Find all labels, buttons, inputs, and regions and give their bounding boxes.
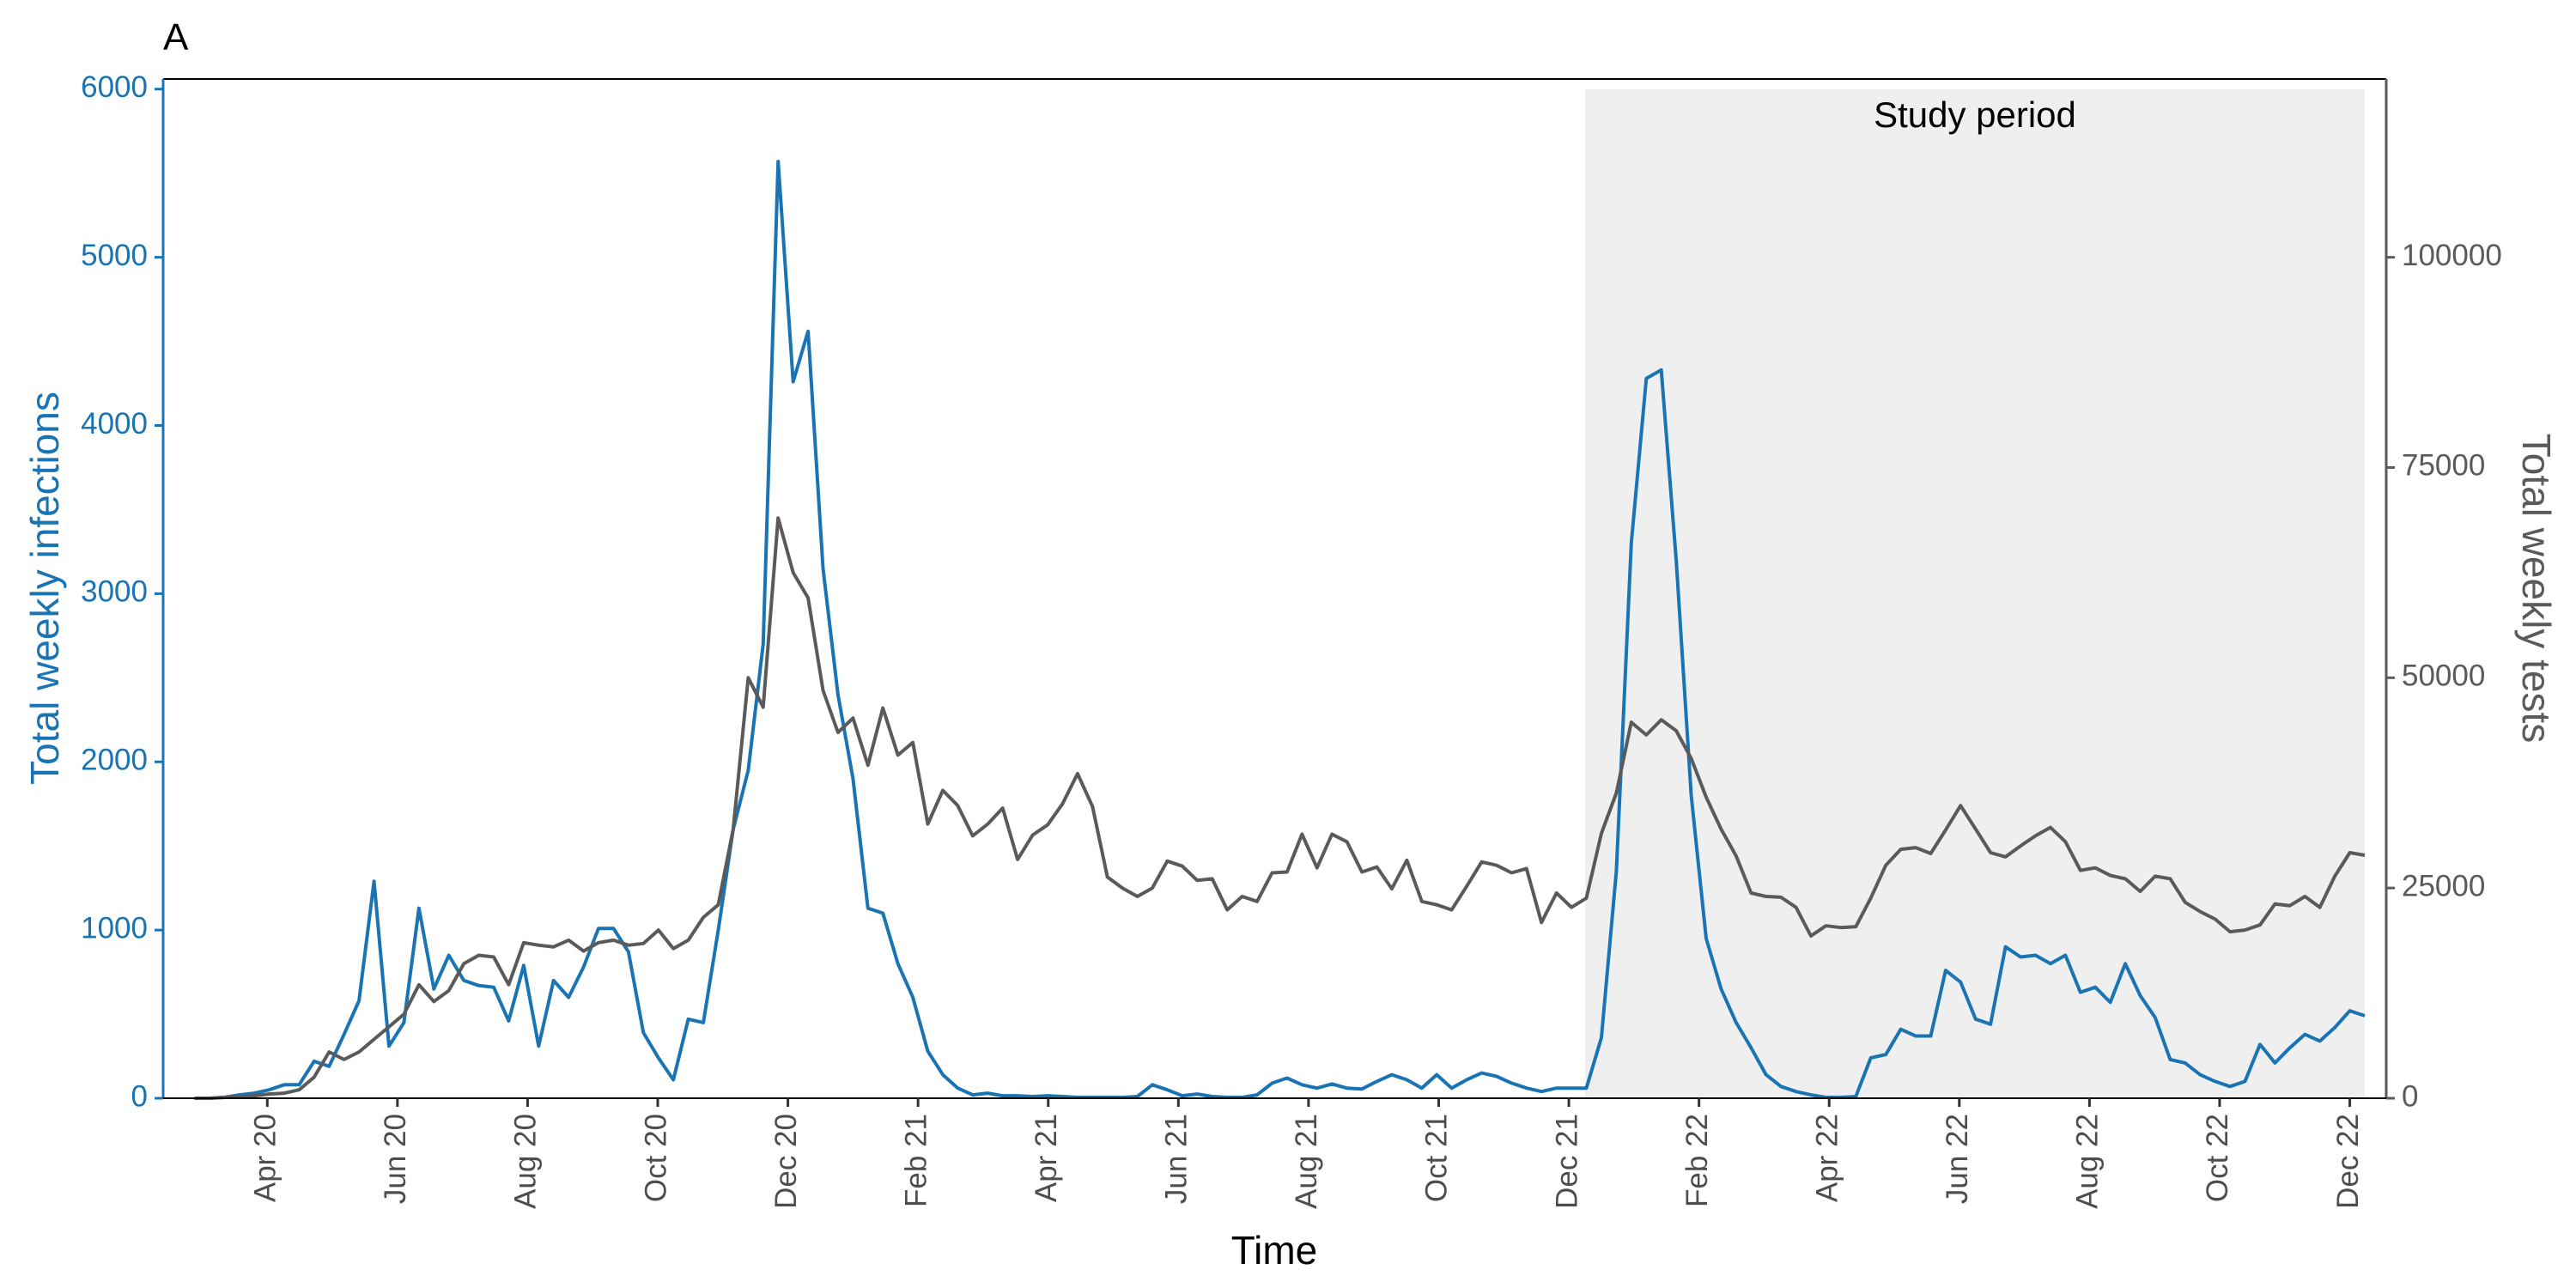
x-tick-label: Aug 20 (509, 1114, 543, 1209)
x-tick-label: Oct 21 (1420, 1114, 1454, 1202)
x-tick-label: Apr 21 (1030, 1114, 1063, 1202)
x-tick-label: Feb 21 (899, 1114, 933, 1207)
x-tick-label: Apr 20 (249, 1114, 283, 1202)
x-tick-label: Apr 22 (1810, 1114, 1844, 1202)
y2-tick-label: 50000 (2402, 659, 2485, 693)
series-line (194, 516, 2366, 1100)
y2-tick-label: 0 (2402, 1079, 2418, 1113)
x-tick-label: Dec 20 (769, 1114, 803, 1209)
x-tick-label: Jun 21 (1160, 1114, 1194, 1204)
y-tick-label: 3000 (81, 575, 148, 609)
y-tick-label: 0 (131, 1079, 148, 1113)
x-tick-label: Dec 22 (2331, 1114, 2365, 1209)
y-tick-label: 1000 (81, 911, 148, 945)
y-axis-title: Total weekly infections (22, 392, 67, 785)
y2-tick-label: 100000 (2402, 239, 2502, 272)
y2-tick-label: 25000 (2402, 869, 2485, 902)
study-period-band (1585, 89, 2365, 1098)
x-tick-label: Dec 21 (1550, 1114, 1583, 1209)
study-period-label: Study period (1874, 94, 2076, 135)
y-tick-label: 6000 (81, 70, 148, 104)
y-tick-label: 2000 (81, 744, 148, 777)
x-tick-label: Jun 22 (1941, 1114, 1974, 1204)
x-axis-title: Time (1231, 1228, 1318, 1273)
panel-label: A (163, 16, 189, 58)
x-tick-label: Aug 21 (1290, 1114, 1323, 1209)
y-tick-label: 4000 (81, 407, 148, 440)
x-tick-label: Feb 22 (1680, 1114, 1714, 1207)
x-tick-label: Oct 20 (639, 1114, 672, 1202)
x-tick-label: Jun 20 (379, 1114, 412, 1204)
x-tick-label: Aug 22 (2071, 1114, 2105, 1209)
x-tick-label: Oct 22 (2201, 1114, 2234, 1202)
series-line (194, 160, 2366, 1100)
y-tick-label: 5000 (81, 239, 148, 272)
y2-tick-label: 75000 (2402, 449, 2485, 483)
y2-axis-title: Total weekly tests (2514, 434, 2559, 743)
